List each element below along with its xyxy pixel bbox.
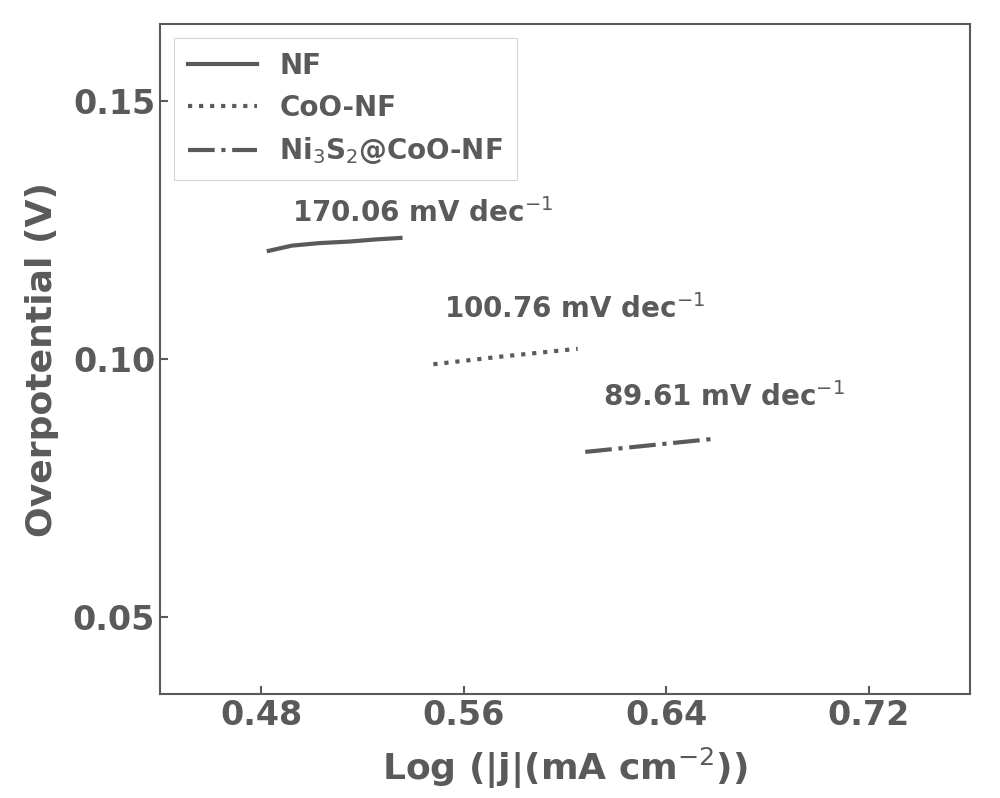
Line: Ni$_3$S$_2$@CoO-NF: Ni$_3$S$_2$@CoO-NF (585, 439, 712, 452)
CoO-NF (572, 344, 584, 354)
Ni$_3$S$_2$@CoO-NF (706, 434, 718, 444)
CoO-NF (521, 350, 533, 359)
NF (369, 235, 381, 244)
CoO-NF (427, 359, 439, 369)
CoO-NF (473, 354, 485, 364)
CoO-NF (546, 346, 558, 356)
NF (394, 233, 406, 243)
CoO-NF (450, 357, 462, 366)
Ni$_3$S$_2$@CoO-NF (630, 442, 642, 452)
NF (263, 246, 275, 255)
X-axis label: Log (|j|(mA cm$^{-2}$)): Log (|j|(mA cm$^{-2}$)) (382, 746, 748, 791)
Ni$_3$S$_2$@CoO-NF (655, 440, 667, 449)
NF (286, 241, 298, 251)
Text: 89.61 mV dec$^{-1}$: 89.61 mV dec$^{-1}$ (603, 381, 845, 412)
Line: CoO-NF: CoO-NF (433, 349, 578, 364)
Text: 170.06 mV dec$^{-1}$: 170.06 mV dec$^{-1}$ (292, 199, 553, 228)
NF (313, 239, 325, 248)
Line: NF: NF (269, 238, 400, 251)
Ni$_3$S$_2$@CoO-NF (579, 447, 591, 456)
NF (344, 237, 356, 247)
Text: 100.76 mV dec$^{-1}$: 100.76 mV dec$^{-1}$ (444, 294, 705, 324)
CoO-NF (496, 352, 508, 361)
Ni$_3$S$_2$@CoO-NF (680, 437, 692, 446)
Y-axis label: Overpotential (V): Overpotential (V) (25, 182, 59, 536)
Legend: NF, CoO-NF, Ni$_3$S$_2$@CoO-NF: NF, CoO-NF, Ni$_3$S$_2$@CoO-NF (174, 38, 517, 180)
Ni$_3$S$_2$@CoO-NF (605, 444, 617, 454)
